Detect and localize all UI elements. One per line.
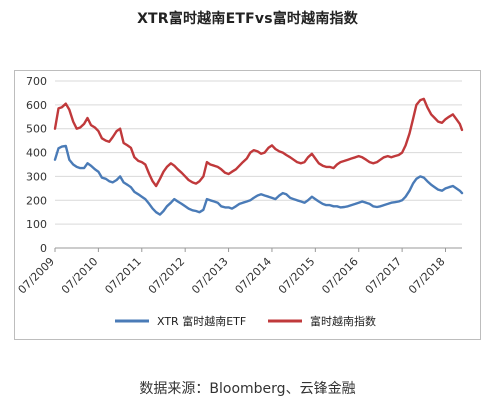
x-tick-label: 07/2015 [276,255,318,297]
y-tick-label: 200 [26,194,47,207]
chart-title: XTR富时越南ETFvs富时越南指数 [137,11,358,27]
series-lines [53,97,464,216]
x-tick-label: 07/2016 [319,255,361,297]
x-tick-label: 07/2011 [102,255,144,297]
series-line-2 [53,97,464,188]
y-tick-label: 0 [40,242,47,255]
x-tick-label: 07/2010 [59,255,101,297]
y-tick-label: 700 [26,75,47,88]
y-tick-label: 400 [26,147,47,160]
y-axis: 0 100 200 300 400 500 600 700 [26,75,47,255]
series-line-1 [53,144,464,216]
legend-label-1: XTR 富时越南ETF [157,314,246,328]
chart-frame [14,70,481,340]
x-tick-label: 07/2017 [363,255,405,297]
x-tick-label: 07/2018 [406,255,448,297]
x-tick-label: 07/2009 [16,255,58,297]
legend: XTR 富时越南ETF 富时越南指数 [115,314,376,328]
y-tick-label: 500 [26,123,47,136]
y-tick-label: 600 [26,99,47,112]
grid-lines [55,80,462,249]
x-tick-label: 07/2014 [233,255,275,297]
legend-label-2: 富时越南指数 [310,314,376,328]
x-tick-label: 07/2012 [146,255,188,297]
x-axis: 07/2009 07/2010 07/2011 07/2012 07/2013 07/20… [16,247,462,297]
y-tick-label: 300 [26,170,47,183]
y-tick-label: 100 [26,218,47,231]
data-source-note: 数据来源：Bloomberg、云锋金融 [139,381,356,397]
x-tick-label: 07/2013 [189,255,231,297]
